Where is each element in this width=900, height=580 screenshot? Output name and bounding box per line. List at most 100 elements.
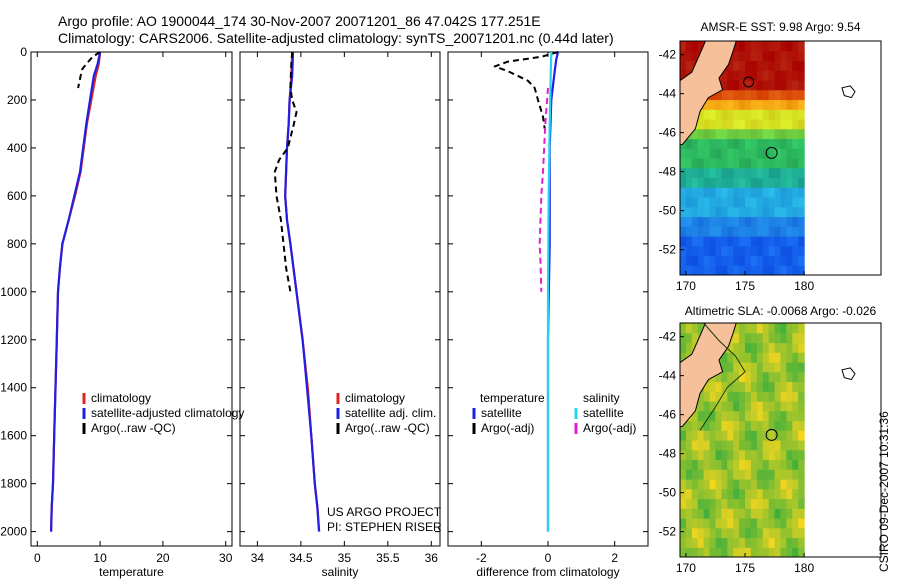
x-tick-label: 0 <box>34 551 41 565</box>
map-cell <box>792 362 799 373</box>
map-cell <box>768 60 776 71</box>
map-cell <box>727 401 734 412</box>
map-cell <box>756 498 764 509</box>
map-cell <box>762 158 770 169</box>
map-cell <box>745 265 752 275</box>
map-cell <box>768 138 776 149</box>
map-cell <box>715 187 722 198</box>
map-cell <box>756 362 764 373</box>
map-cell <box>768 469 776 480</box>
map-cell <box>756 352 764 363</box>
map-cell <box>762 518 770 529</box>
map-cell <box>786 158 793 169</box>
map-cell <box>703 498 711 509</box>
map-cell <box>774 197 782 208</box>
map-cell <box>733 206 740 218</box>
map-cell <box>733 440 740 451</box>
map-y-tick-label: -42 <box>659 330 677 344</box>
map-cell <box>745 527 752 539</box>
map-y-tick-label: -52 <box>659 243 677 257</box>
map-cell <box>685 527 693 539</box>
x-tick-label: 35.5 <box>376 551 400 565</box>
map-cell <box>792 265 799 275</box>
map-cell <box>721 89 728 101</box>
map-cell <box>750 177 758 188</box>
map-cell <box>685 255 693 266</box>
map-cell <box>774 362 782 373</box>
map-cell <box>733 177 740 188</box>
map-cell <box>697 255 705 266</box>
map-cell <box>792 197 799 208</box>
map-cell <box>774 80 782 91</box>
map-cell <box>774 138 782 149</box>
map-cell <box>774 449 782 461</box>
map-cell <box>739 226 746 237</box>
map-cell <box>721 265 728 275</box>
map-cell <box>697 527 705 539</box>
map-cell <box>786 50 793 62</box>
map-cell <box>733 128 740 140</box>
map-cell <box>756 138 764 149</box>
map-cell <box>685 167 693 179</box>
land-new-zealand <box>680 41 737 146</box>
map-cell <box>709 381 717 392</box>
map-cell <box>768 89 776 101</box>
map-cell <box>786 469 793 480</box>
map-cell <box>756 371 764 383</box>
map-x-tick-label: 175 <box>735 279 755 293</box>
map-cell <box>798 236 805 247</box>
map-cell <box>774 469 782 480</box>
map_sla-panel: 170 175 180 -42 -44 -46 -48 -50 -52 Altimetric SL… <box>659 304 882 575</box>
map-cell <box>680 148 687 159</box>
map-cell <box>709 197 717 208</box>
map-cell <box>715 177 722 188</box>
map-cell <box>756 537 764 548</box>
map-cell <box>780 391 787 402</box>
x-tick-label: 20 <box>156 551 170 565</box>
y-tick-label: 1600 <box>0 429 27 443</box>
map-cell <box>691 518 699 529</box>
map-x-tick-label: 170 <box>676 561 696 575</box>
map-cell <box>750 440 758 451</box>
map-x-tick-label: 170 <box>676 279 696 293</box>
map-cell <box>774 265 782 275</box>
map-cell <box>739 440 746 451</box>
difference-legend: temperaturesatelliteArgo(-adj)salinitysa… <box>472 391 636 435</box>
map-cell <box>750 410 758 422</box>
map-cell <box>721 255 728 266</box>
map-cell <box>691 265 699 275</box>
map-cell <box>727 128 734 140</box>
y-tick-label: 200 <box>7 93 27 107</box>
map-cell <box>709 518 717 529</box>
map-cell <box>745 488 752 500</box>
map-cell <box>756 167 764 179</box>
map-cell <box>768 527 776 539</box>
map-cell <box>774 547 782 557</box>
map-cell <box>691 469 699 480</box>
x-tick-label: 34 <box>251 551 265 565</box>
map-cell <box>756 381 764 392</box>
map-cell <box>768 265 776 275</box>
map-cell <box>750 449 758 461</box>
map-cell <box>739 498 746 509</box>
map-cell <box>680 236 687 247</box>
x-tick-label: 30 <box>219 551 233 565</box>
map-cell <box>709 158 717 169</box>
map-cell <box>680 167 687 179</box>
map-cell <box>715 99 722 110</box>
map-cell <box>780 89 787 101</box>
map-cell <box>774 60 782 71</box>
map-cell <box>697 410 705 422</box>
map-cell <box>768 167 776 179</box>
map-cell <box>756 527 764 539</box>
map-cell <box>768 537 776 548</box>
map-cell <box>756 236 764 247</box>
map-cell <box>721 381 728 392</box>
map-cell <box>745 197 752 208</box>
map-cell <box>739 216 746 227</box>
x-tick-label: 2 <box>611 551 618 565</box>
map-cell <box>697 216 705 227</box>
map-cell <box>798 109 805 120</box>
map-cell <box>721 99 728 110</box>
